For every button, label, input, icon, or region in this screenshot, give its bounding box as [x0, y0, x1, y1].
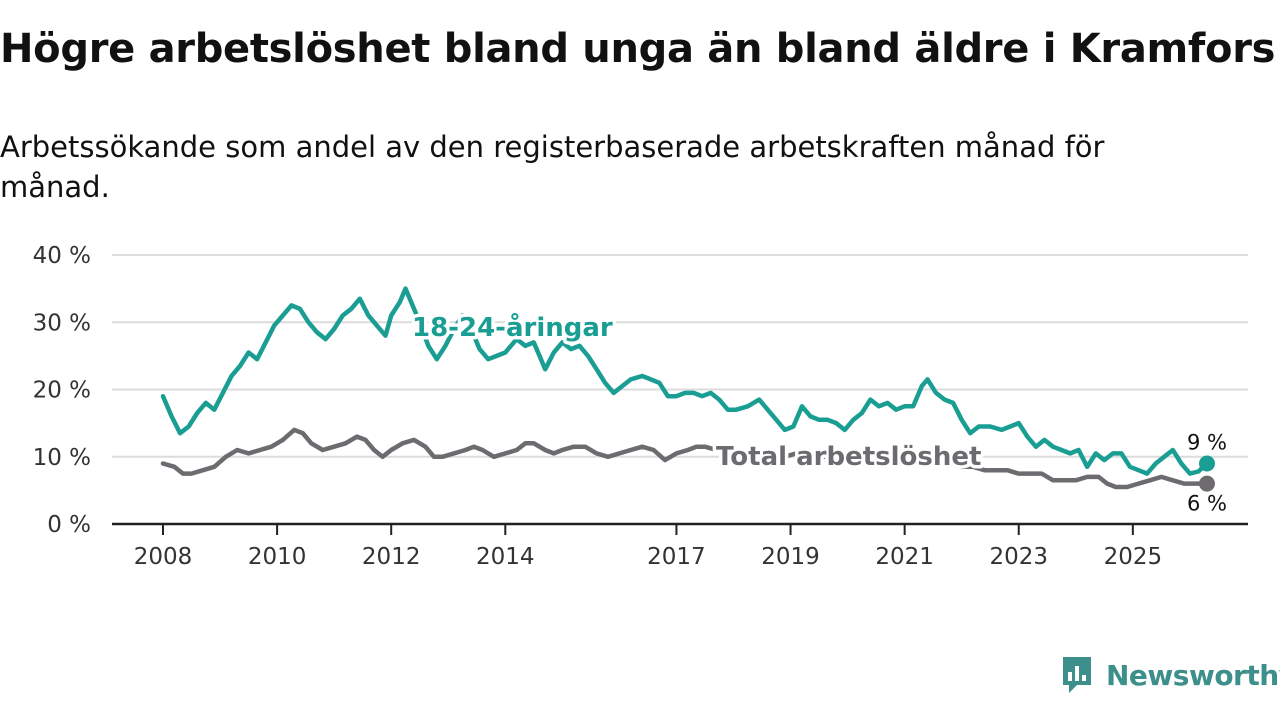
newsworthy-logo-icon [1063, 657, 1091, 693]
x-tick-label: 2019 [761, 544, 820, 570]
y-axis-tick-labels: 0 % 10 % 20 % 30 % 40 % [33, 243, 91, 538]
x-axis-ticks: 2008 2010 2012 2014 2017 2019 2021 2023 2025 [134, 524, 1162, 570]
grid-lines [112, 254, 1248, 458]
brand-logo: Newsworthy [1060, 655, 1280, 695]
x-tick-label: 2017 [647, 544, 706, 570]
x-tick-label: 2008 [134, 544, 193, 570]
chart-title: Högre arbetslöshet bland unga än bland ä… [0, 26, 1276, 72]
series-label-total: Total arbetslöshet [716, 442, 981, 472]
end-label-total: 6 % [1187, 492, 1227, 516]
x-tick-label: 2010 [248, 544, 307, 570]
end-point-youth [1199, 455, 1215, 472]
x-tick-label: 2025 [1104, 544, 1163, 570]
series-lines [160, 286, 1215, 492]
y-tick-label: 20 % [33, 378, 91, 404]
x-tick-label: 2023 [989, 544, 1048, 570]
series-labels: 18-24-åringar Total arbetslöshet 9 % 6 % [409, 308, 1228, 516]
brand-name: Newsworthy [1106, 658, 1280, 692]
y-tick-label: 40 % [33, 243, 91, 269]
y-tick-label: 30 % [33, 310, 91, 336]
y-tick-label: 10 % [33, 445, 91, 471]
series-line-total [160, 427, 1210, 490]
x-tick-label: 2021 [875, 544, 934, 570]
end-label-youth: 9 % [1187, 430, 1227, 454]
y-tick-label: 0 % [47, 512, 91, 538]
end-point-total [1199, 475, 1215, 492]
x-tick-label: 2014 [476, 544, 535, 570]
chart-subtitle: Arbetssökande som andel av den registerb… [0, 130, 1105, 204]
series-label-youth: 18-24-åringar [412, 311, 613, 343]
series-line-youth [160, 286, 1210, 476]
x-tick-label: 2012 [362, 544, 421, 570]
